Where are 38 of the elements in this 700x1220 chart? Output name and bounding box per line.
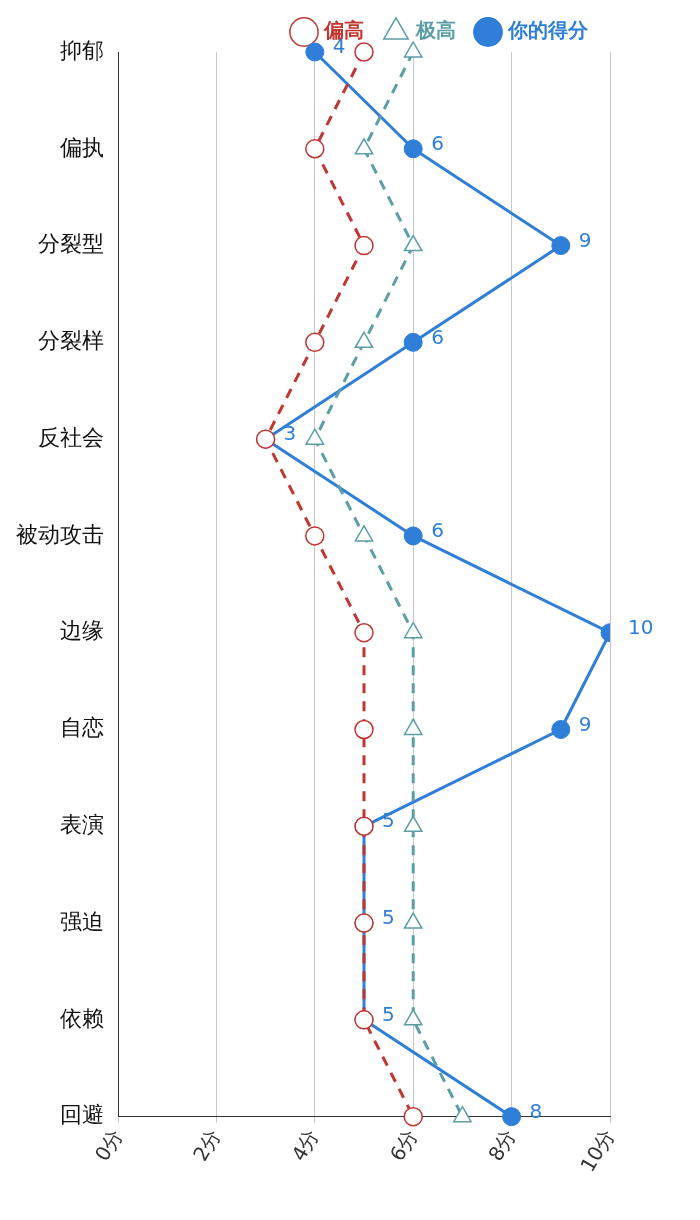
y-tick-label: 边缘	[60, 618, 104, 644]
x-tick-label: 6分	[384, 1124, 423, 1166]
x-tick-label: 8分	[483, 1124, 521, 1166]
data-label: 5	[382, 1002, 395, 1027]
y-tick-label: 抑郁	[60, 37, 104, 63]
legend-label: 你的得分	[507, 18, 589, 43]
point	[403, 1106, 423, 1127]
y-tick-label: 分裂样	[38, 328, 104, 354]
y-tick-label: 强迫	[60, 908, 104, 934]
data-label: 6	[431, 518, 444, 543]
point	[305, 332, 325, 353]
point	[403, 139, 423, 159]
y-tick-label: 被动攻击	[16, 521, 104, 547]
point	[305, 526, 325, 546]
y-tick-label: 依赖	[60, 1005, 104, 1031]
x-tick-label: 2分	[188, 1124, 226, 1166]
y-tick-label: 分裂型	[38, 231, 104, 257]
point	[551, 236, 571, 256]
legend-label: 极高	[415, 18, 456, 43]
data-label: 3	[283, 421, 297, 446]
y-tick-label: 反社会	[38, 424, 104, 450]
data-label: 6	[431, 130, 444, 155]
point	[305, 42, 325, 62]
y-tick-label: 自恋	[60, 715, 104, 741]
point	[354, 622, 374, 643]
y-tick-label: 表演	[60, 812, 104, 837]
data-label: 9	[578, 711, 592, 736]
data-label: 6	[431, 324, 444, 349]
point	[502, 1107, 522, 1127]
data-label: 9	[578, 227, 592, 252]
y-tick-label: 偏执	[60, 134, 104, 160]
point	[551, 720, 571, 739]
point	[403, 332, 423, 352]
data-label: 5	[382, 905, 395, 930]
x-tick-label: 4分	[286, 1124, 324, 1166]
x-tick-label: 10分	[575, 1124, 619, 1177]
data-label: 10	[628, 614, 654, 639]
point	[403, 526, 423, 546]
